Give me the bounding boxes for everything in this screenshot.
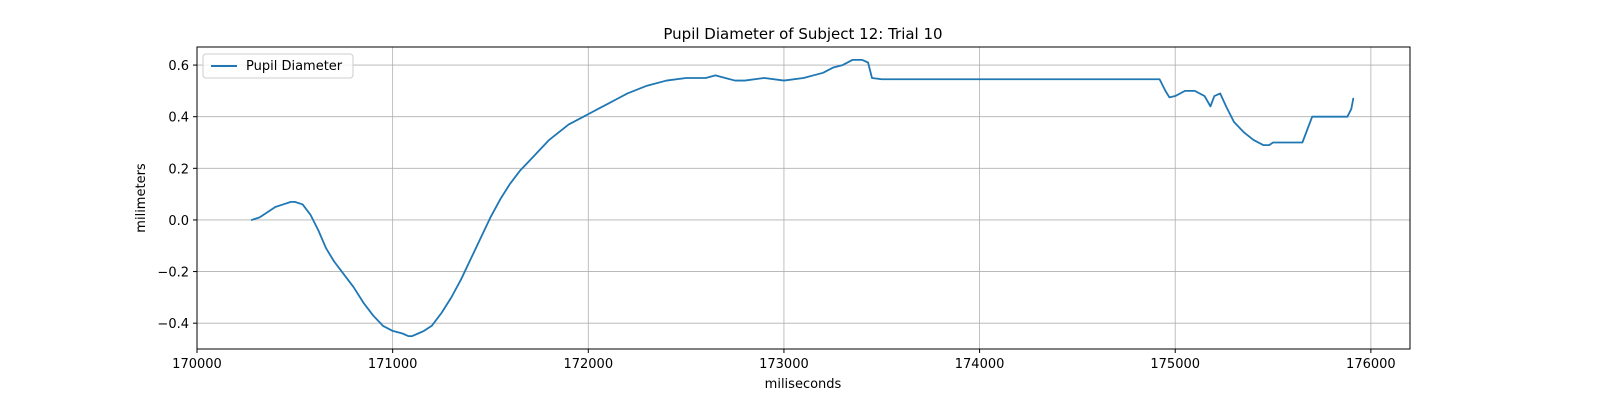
legend: Pupil Diameter: [202, 53, 354, 79]
y-axis: −0.4 −0.2 0.0 0.2 0.4 0.6: [157, 59, 197, 332]
y-axis-label: milimeters: [134, 163, 149, 233]
x-axis-label: miliseconds: [765, 377, 842, 392]
series-line-pupil-diameter: [250, 59, 1355, 337]
plot-frame: [196, 46, 1411, 350]
grid-lines: [196, 47, 1410, 349]
legend-box: [202, 53, 354, 79]
chart-title: Pupil Diameter of Subject 12: Trial 10: [663, 25, 942, 43]
legend-entry-label: Pupil Diameter: [246, 59, 343, 74]
x-axis: 170000 171000 172000 173000 174000 175000 1760…: [172, 349, 1396, 372]
x-tick-label: 176000: [1346, 357, 1396, 372]
y-tick-label: 0.6: [168, 59, 189, 74]
x-tick-label: 172000: [563, 357, 613, 372]
x-tick-label: 170000: [172, 357, 222, 372]
y-tick-label: 0.4: [168, 111, 189, 126]
plot-series-group: [250, 59, 1355, 337]
y-tick-label: 0.0: [168, 214, 189, 229]
x-tick-label: 171000: [368, 357, 418, 372]
x-tick-label: 175000: [1150, 357, 1200, 372]
y-tick-label: 0.2: [168, 162, 189, 177]
x-tick-label: 174000: [955, 357, 1005, 372]
y-tick-label: −0.2: [157, 266, 189, 281]
x-tick-label: 173000: [759, 357, 809, 372]
y-tick-label: −0.4: [157, 317, 189, 332]
